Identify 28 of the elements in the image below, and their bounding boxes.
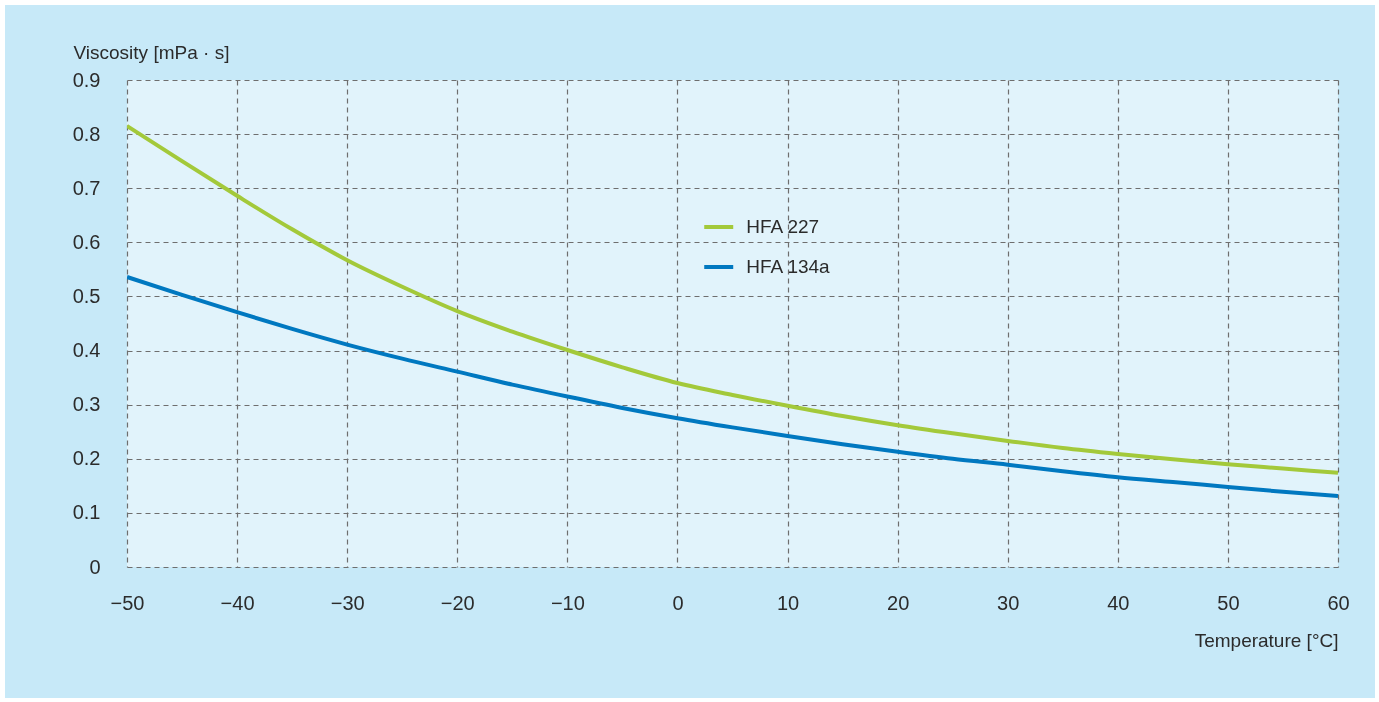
x-tick-label: 50 bbox=[1217, 591, 1240, 614]
x-tick-label: −40 bbox=[220, 591, 255, 614]
line-series bbox=[127, 274, 1338, 499]
y-tick-label: 0.6 bbox=[72, 230, 101, 253]
x-axis-title: Temperature [°C] bbox=[1194, 629, 1339, 651]
x-tick-label: 0 bbox=[672, 591, 684, 614]
legend-label: HFA 134a bbox=[746, 256, 831, 278]
y-tick-label: 0.1 bbox=[72, 501, 101, 524]
x-tick-label: −20 bbox=[440, 591, 475, 614]
y-tick-label: 0.8 bbox=[72, 122, 101, 145]
y-axis-title: Viscosity [mPa · s] bbox=[73, 41, 230, 63]
x-tick-label: −10 bbox=[550, 591, 585, 614]
y-tick-label: 0.2 bbox=[72, 447, 101, 470]
y-tick-label: 0.7 bbox=[72, 176, 101, 199]
y-tick-label: 0.5 bbox=[72, 284, 101, 307]
line-series bbox=[127, 123, 1338, 475]
x-tick-label: 10 bbox=[776, 591, 800, 614]
y-tick-label: 0.3 bbox=[72, 393, 101, 416]
x-tick-label: 60 bbox=[1327, 591, 1350, 614]
x-tick-label: 30 bbox=[997, 591, 1020, 614]
x-tick-label: −30 bbox=[330, 591, 365, 614]
y-tick-label: 0.4 bbox=[72, 339, 101, 362]
legend-label: HFA 227 bbox=[746, 216, 820, 238]
x-tick-label: 20 bbox=[887, 591, 910, 614]
y-tick-label: 0 bbox=[89, 555, 101, 578]
x-tick-label: 40 bbox=[1107, 591, 1130, 614]
y-tick-label: 0.9 bbox=[72, 68, 101, 91]
x-tick-label: −50 bbox=[110, 591, 145, 614]
